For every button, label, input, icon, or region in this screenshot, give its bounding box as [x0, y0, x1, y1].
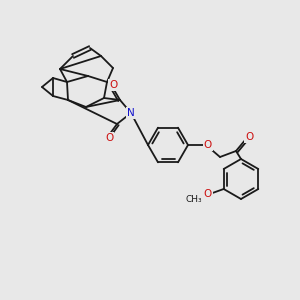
Text: O: O [109, 80, 117, 90]
Text: CH₃: CH₃ [185, 194, 202, 203]
Text: N: N [127, 108, 135, 118]
Text: O: O [204, 189, 212, 199]
Text: O: O [204, 140, 212, 150]
Text: O: O [245, 132, 253, 142]
Text: O: O [105, 133, 113, 143]
